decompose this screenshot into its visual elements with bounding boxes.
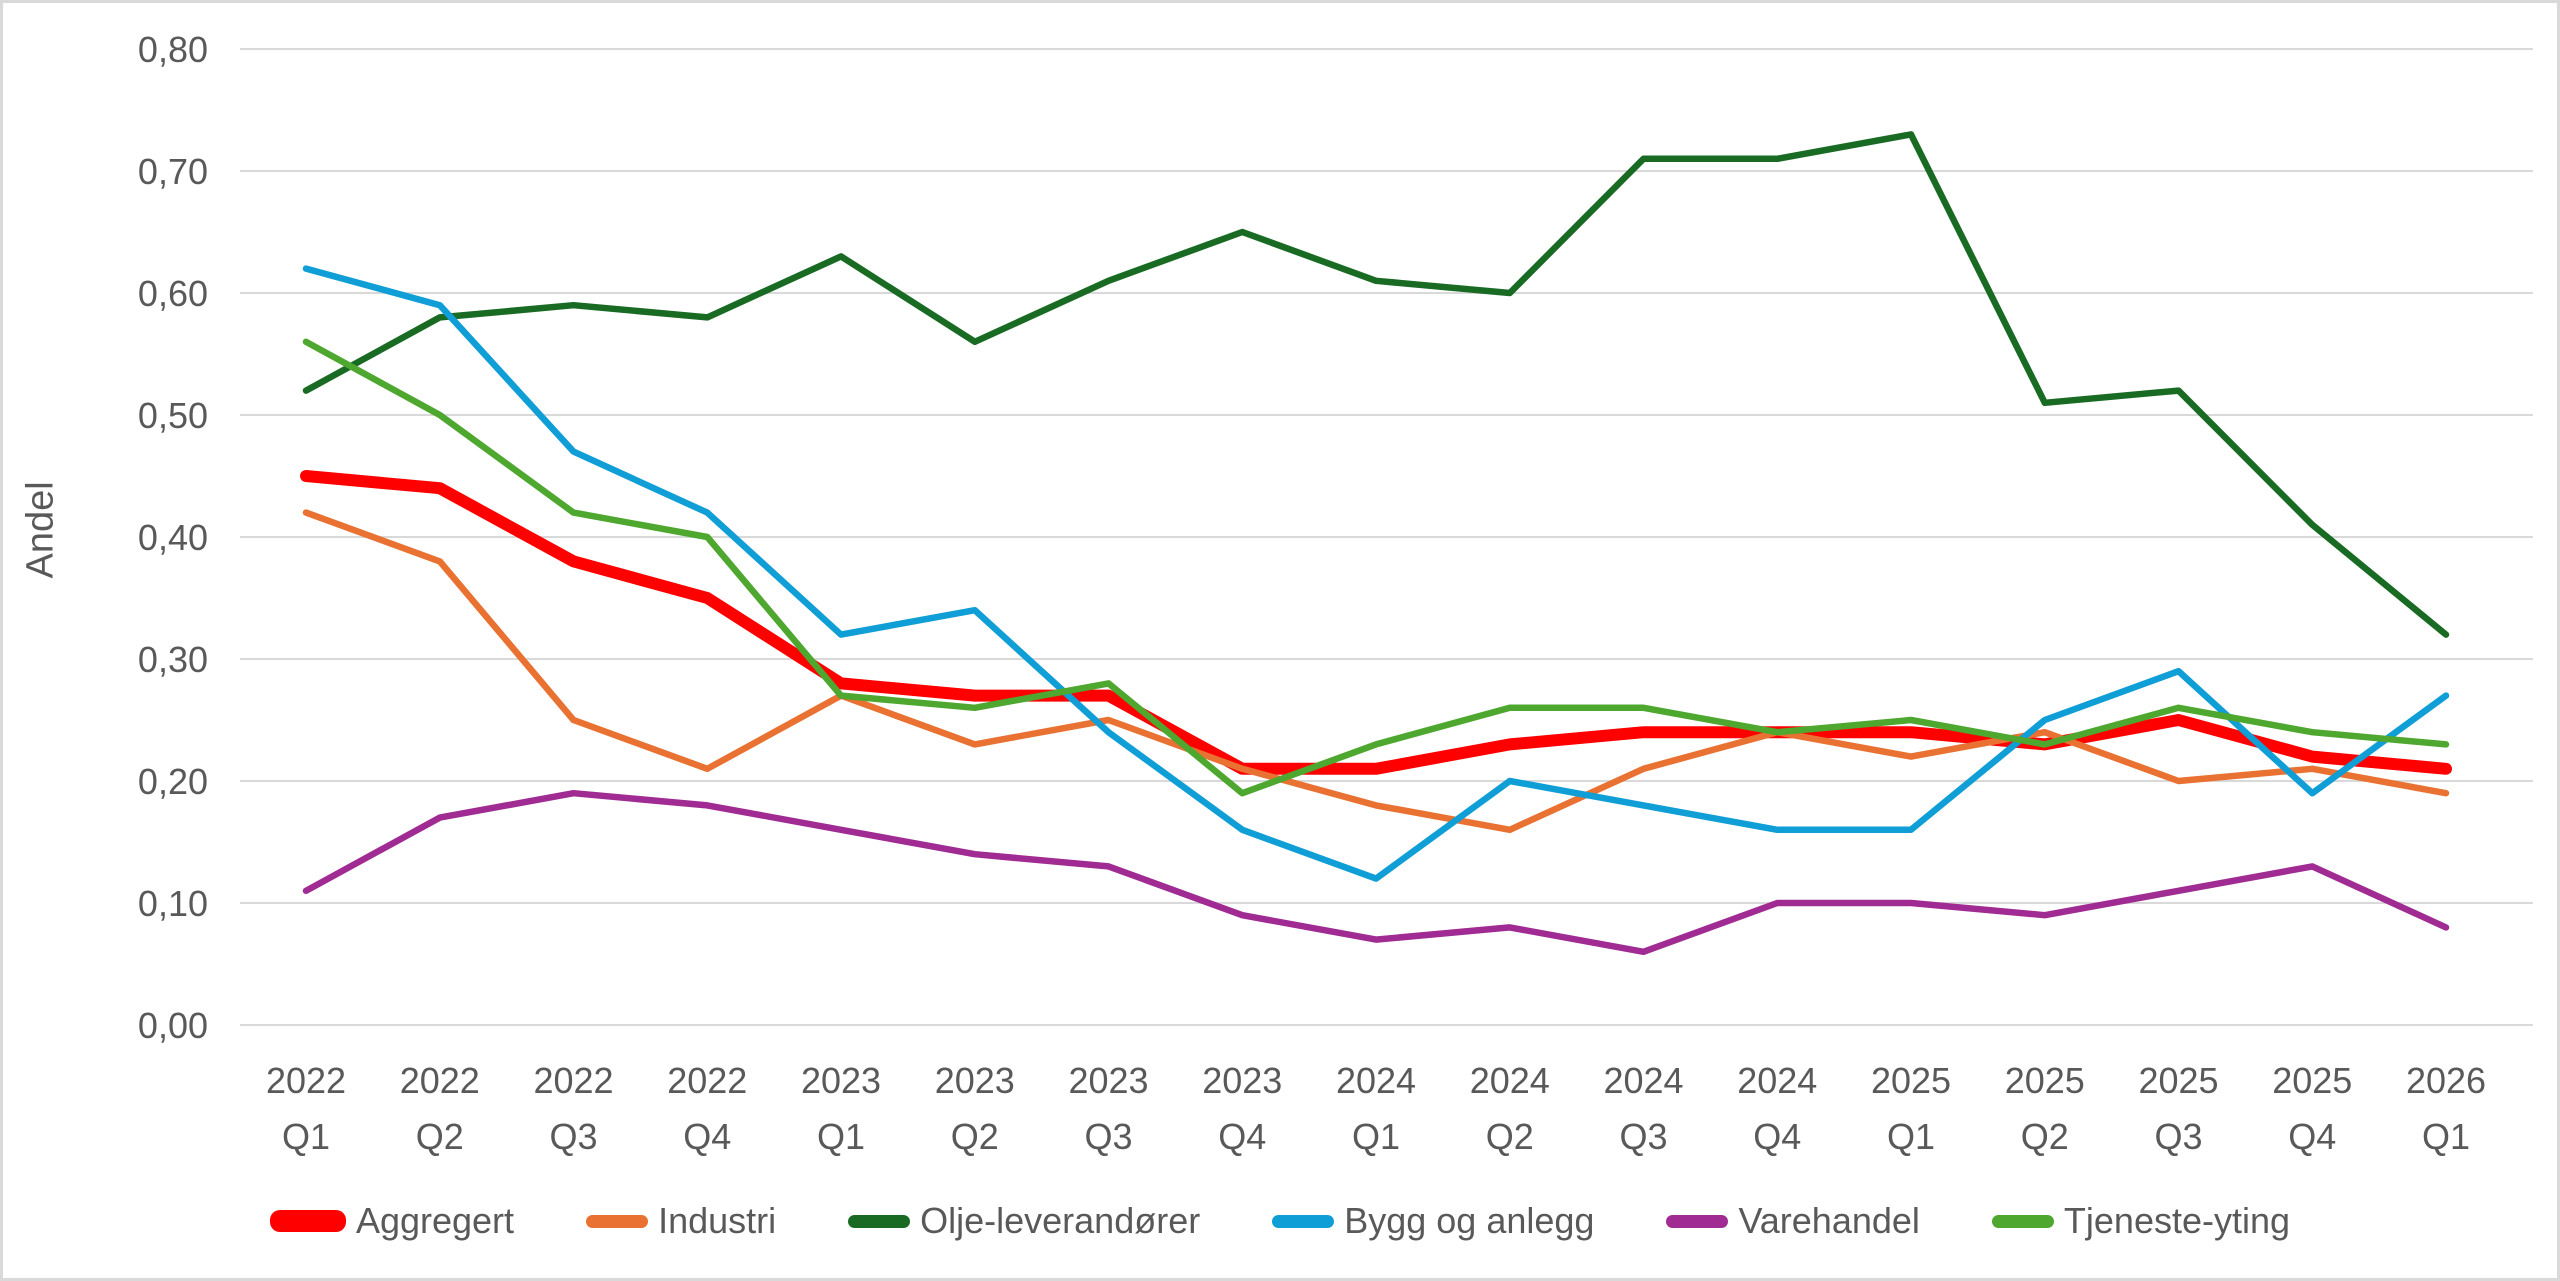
x-tick-label-year: 2022 xyxy=(533,1060,613,1101)
legend-item-olje-leverand-rer: Olje-leverandører xyxy=(848,1200,1200,1242)
x-tick-label-year: 2026 xyxy=(2406,1060,2486,1101)
chart-canvas: 0,00 0,10 0,20 0,30 0,40 0,50 0,60 0,70 0,80 202… xyxy=(138,29,2533,1157)
x-tick-label-year: 2025 xyxy=(1871,1060,1951,1101)
legend-swatch-olje-leverand-rer xyxy=(848,1214,911,1228)
x-tick-label-year: 2022 xyxy=(266,1060,346,1101)
x-tick-label-quarter: Q2 xyxy=(951,1116,999,1157)
legend-label: Olje-leverandører xyxy=(920,1200,1201,1241)
legend-item-bygg-og-anlegg: Bygg og anlegg xyxy=(1272,1200,1594,1242)
legend-label: Tjeneste-yting xyxy=(2063,1200,2291,1241)
x-tick-label-year: 2024 xyxy=(1737,1060,1817,1101)
x-tick-label-quarter: Q3 xyxy=(1084,1116,1132,1157)
x-tick-label-year: 2025 xyxy=(2138,1060,2218,1101)
y-tick-label: 0,40 xyxy=(138,517,208,558)
series-line-aggregert xyxy=(300,470,2452,775)
y-tick-label: 0,70 xyxy=(138,151,208,192)
y-tick-label: 0,50 xyxy=(138,395,208,436)
legend-swatch-aggregert xyxy=(269,1210,346,1232)
x-tick-label-quarter: Q4 xyxy=(1218,1116,1266,1157)
y-tick-label: 0,80 xyxy=(138,29,208,70)
x-tick-label-year: 2025 xyxy=(2005,1060,2085,1101)
x-tick-label-year: 2025 xyxy=(2272,1060,2352,1101)
y-axis-title: Andel xyxy=(19,481,62,579)
x-tick-label-quarter: Q2 xyxy=(2021,1116,2069,1157)
legend-item-aggregert: Aggregert xyxy=(269,1200,515,1242)
legend-item-industri: Industri xyxy=(586,1200,776,1242)
x-tick-label-year: 2024 xyxy=(1470,1060,1550,1101)
x-tick-label-quarter: Q4 xyxy=(683,1116,731,1157)
y-tick-label: 0,00 xyxy=(138,1005,208,1046)
chart-legend: Aggregert Industri Olje-leverandører Bygg o… xyxy=(3,1191,2557,1251)
x-tick-label-quarter: Q3 xyxy=(2154,1116,2202,1157)
y-tick-label: 0,30 xyxy=(138,639,208,680)
x-tick-label-quarter: Q1 xyxy=(282,1116,330,1157)
legend-item-tjeneste-yting: Tjeneste-yting xyxy=(1991,1200,2291,1242)
y-tick-label: 0,60 xyxy=(138,273,208,314)
legend-swatch-bygg-og-anlegg xyxy=(1272,1214,1335,1228)
series-lines xyxy=(300,131,2452,956)
series-line-varehandel xyxy=(302,789,2450,956)
x-tick-label-quarter: Q4 xyxy=(1753,1116,1801,1157)
gridlines xyxy=(240,48,2533,1026)
x-tick-label-year: 2023 xyxy=(935,1060,1015,1101)
legend-swatch-varehandel xyxy=(1666,1214,1729,1228)
y-tick-label: 0,10 xyxy=(138,883,208,924)
legend-label: Bygg og anlegg xyxy=(1344,1200,1595,1241)
legend-label: Varehandel xyxy=(1738,1200,1920,1241)
x-tick-label-quarter: Q4 xyxy=(2288,1116,2336,1157)
legend-label: Industri xyxy=(658,1200,777,1241)
y-tick-label: 0,20 xyxy=(138,761,208,802)
x-tick-label-quarter: Q3 xyxy=(1619,1116,1667,1157)
x-tick-label-quarter: Q2 xyxy=(1486,1116,1534,1157)
legend-swatch-tjeneste-yting xyxy=(1991,1214,2054,1228)
series-line-tjeneste-yting xyxy=(302,338,2450,797)
x-tick-label-quarter: Q2 xyxy=(416,1116,464,1157)
x-tick-label-year: 2022 xyxy=(400,1060,480,1101)
y-axis-tick-labels: 0,00 0,10 0,20 0,30 0,40 0,50 0,60 0,70 0,80 xyxy=(138,29,208,1046)
series-line-olje-leverand-rer xyxy=(302,131,2450,638)
x-tick-label-year: 2022 xyxy=(667,1060,747,1101)
x-tick-label-year: 2023 xyxy=(1068,1060,1148,1101)
x-tick-label-year: 2023 xyxy=(1202,1060,1282,1101)
series-line-industri xyxy=(302,509,2450,834)
x-tick-label-year: 2023 xyxy=(801,1060,881,1101)
x-tick-label-quarter: Q3 xyxy=(549,1116,597,1157)
legend-swatch-industri xyxy=(586,1214,649,1228)
x-tick-label-quarter: Q1 xyxy=(2422,1116,2470,1157)
x-tick-label-year: 2024 xyxy=(1603,1060,1683,1101)
x-tick-label-quarter: Q1 xyxy=(817,1116,865,1157)
legend-item-varehandel: Varehandel xyxy=(1666,1200,1920,1242)
x-tick-label-quarter: Q1 xyxy=(1352,1116,1400,1157)
x-tick-label-quarter: Q1 xyxy=(1887,1116,1935,1157)
x-axis-tick-labels: 2022 Q1 2022 Q2 2022 Q3 2022 Q4 2023 Q1 2023 Q2 2023… xyxy=(266,1060,2486,1157)
legend-label: Aggregert xyxy=(355,1200,515,1241)
series-line-bygg-og-anlegg xyxy=(302,265,2450,882)
x-tick-label-year: 2024 xyxy=(1336,1060,1416,1101)
